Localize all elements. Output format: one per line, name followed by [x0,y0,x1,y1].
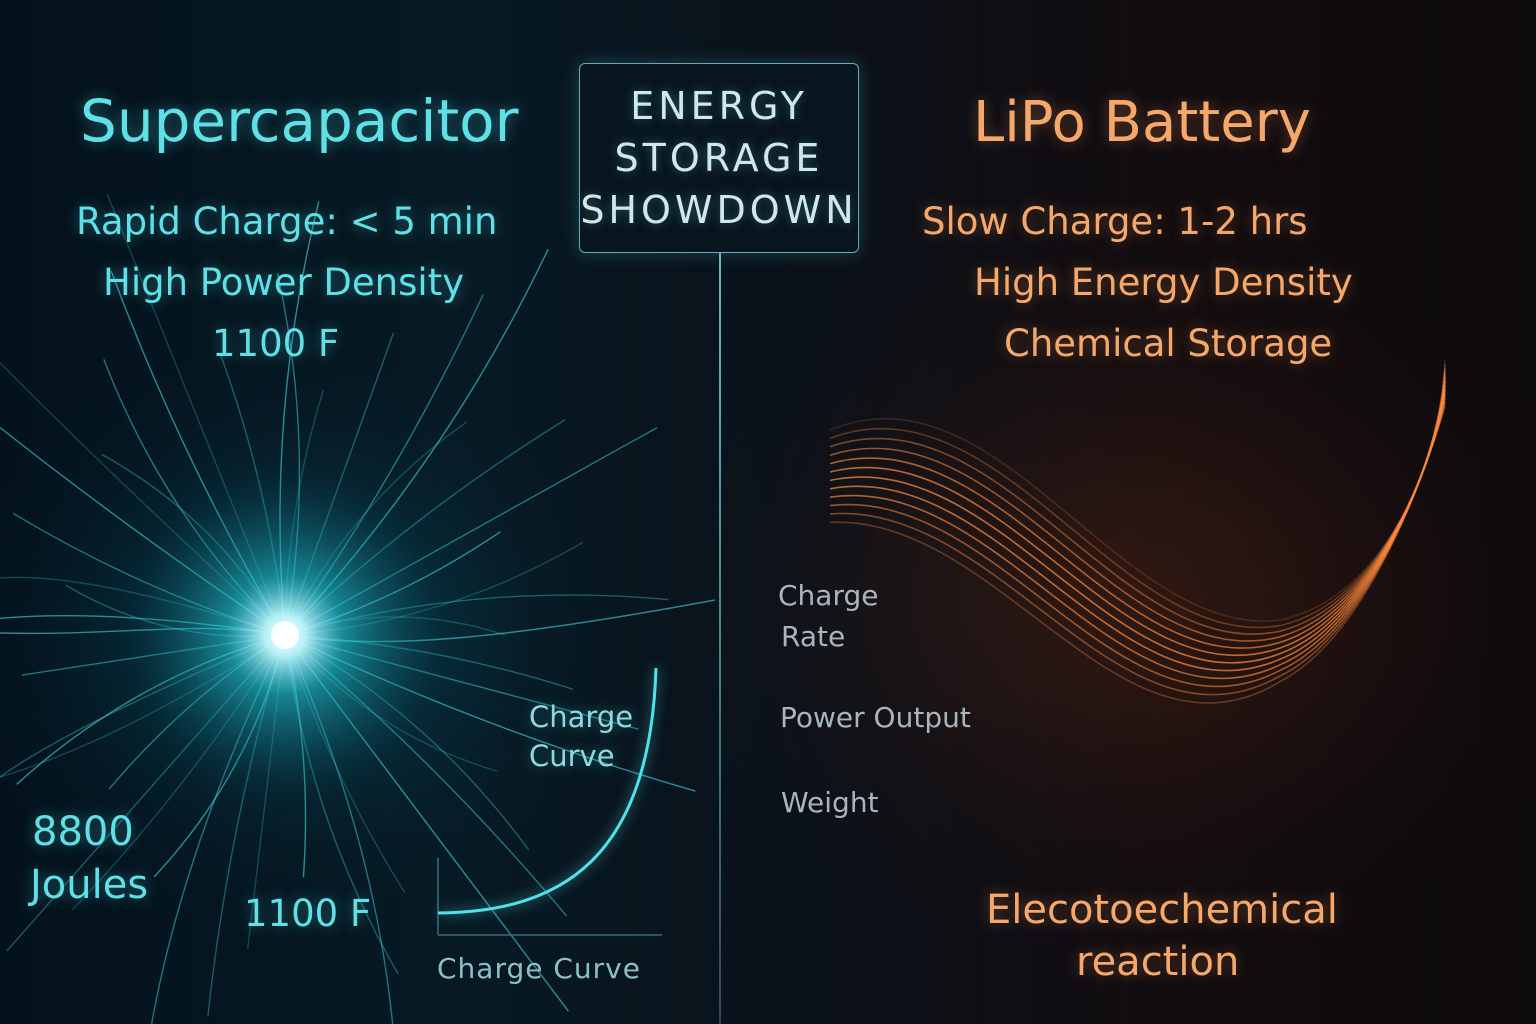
supercapacitor-charge-time: Rapid Charge: < 5 min [76,200,498,243]
supercapacitor-density: High Power Density [103,261,465,304]
curve-axis-label: Charge Curve [437,952,641,985]
metric-charge-rate-line-1: Charge [778,579,879,612]
lipo-storage: Chemical Storage [1004,322,1333,365]
metric-charge-rate-line-2: Rate [781,620,846,653]
lipo-reaction-line-1: Elecotoechemical [986,887,1338,933]
lipo-density: High Energy Density [974,261,1353,304]
metric-weight: Weight [781,786,879,819]
energy-wave [829,405,1446,704]
supercapacitor-heading: Supercapacitor [80,87,519,155]
energy-wave [829,401,1446,696]
lipo-heading: LiPo Battery [973,90,1311,155]
curve-label-line-2: Curve [529,739,615,773]
center-divider [719,253,721,1024]
supercapacitor-capacitance-top: 1100 F [212,322,340,365]
energy-waves [829,359,1446,704]
curve-label-line-1: Charge [529,700,634,734]
energy-wave [829,397,1446,687]
title-line-3: SHOWDOWN [580,188,858,232]
title-box: ENERGY STORAGE SHOWDOWN [579,63,859,253]
lipo-reaction-line-2: reaction [1076,939,1240,985]
supercapacitor-energy-value: 8800 [32,809,134,855]
supercapacitor-capacitance-bottom: 1100 F [244,892,372,935]
supercapacitor-energy-unit: Joules [30,862,149,908]
metric-power-output: Power Output [780,701,971,734]
title-line-2: STORAGE [614,136,824,180]
title-line-1: ENERGY [630,84,808,128]
lipo-charge-time: Slow Charge: 1-2 hrs [922,200,1308,243]
burst-center [271,621,299,649]
charge-curve-line [437,667,658,915]
